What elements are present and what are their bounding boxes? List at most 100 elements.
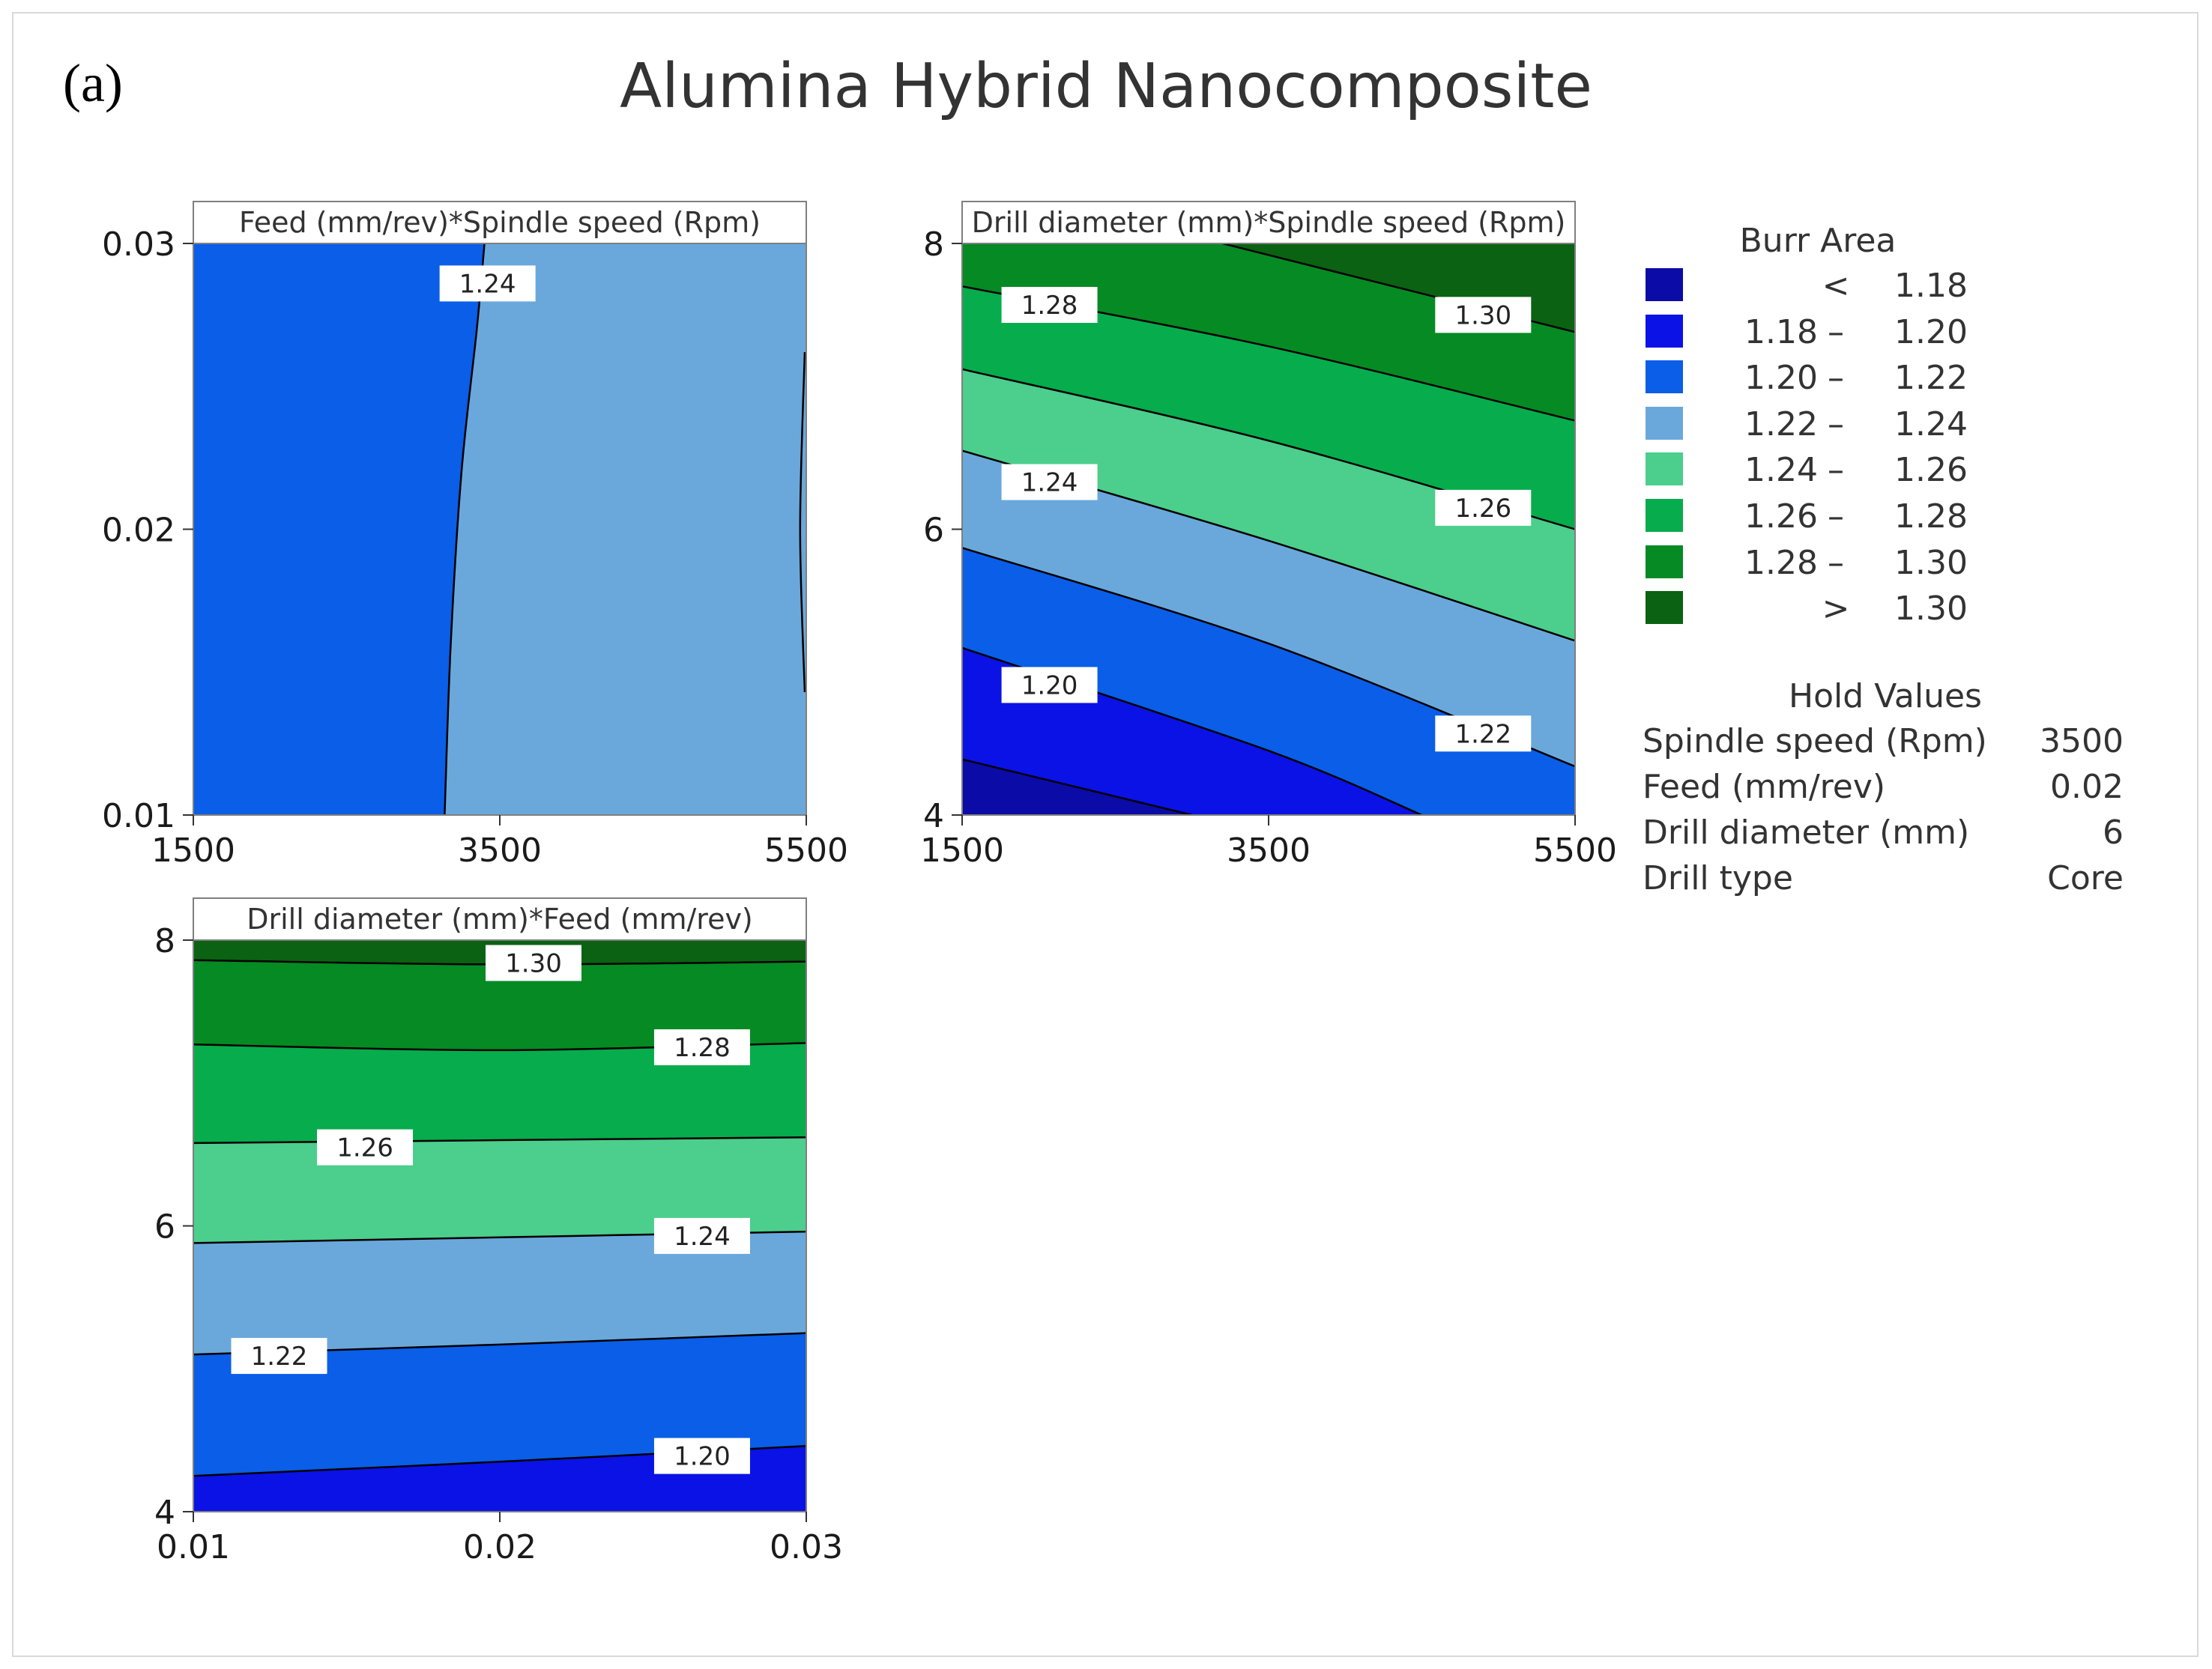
legend-high: 1.22 xyxy=(1894,359,1968,398)
contour-label-box xyxy=(1435,715,1532,752)
contour-label-box xyxy=(1001,464,1098,500)
legend-high: 1.28 xyxy=(1894,497,1968,536)
figure-frame xyxy=(12,12,2199,1657)
contour-line xyxy=(799,351,806,692)
contour-label: 1.26 xyxy=(336,1133,393,1163)
legend-low: 1.24 xyxy=(1744,451,1818,490)
contour-label-box xyxy=(653,1029,750,1066)
legend-operator: – xyxy=(1828,405,1844,443)
x-tick-label: 3500 xyxy=(1227,832,1311,870)
contour-label-box xyxy=(1001,287,1098,324)
x-tick-label: 0.03 xyxy=(770,1528,843,1566)
panel-letter: (a) xyxy=(63,53,123,113)
legend-item: 1.20– 1.22 xyxy=(1638,359,1998,398)
figure-title: Alumina Hybrid Nanocomposite xyxy=(620,51,1592,122)
y-tick-label: 4 xyxy=(923,797,944,835)
legend-item: 1.28– 1.30 xyxy=(1638,543,1998,582)
contour-label: 1.24 xyxy=(1021,468,1078,498)
contour-label: 1.20 xyxy=(1021,670,1078,700)
contour-label: 1.30 xyxy=(1454,300,1511,330)
x-tick-label: 1500 xyxy=(920,832,1004,870)
x-tick-label: 5500 xyxy=(1533,832,1617,870)
contour-label: 1.28 xyxy=(1021,291,1078,321)
legend-operator: – xyxy=(1828,497,1844,536)
hold-value-number: Core xyxy=(2047,859,2124,897)
legend-item: >1.30 xyxy=(1638,590,1998,628)
y-tick-label: 0.02 xyxy=(102,512,175,550)
legend-swatch xyxy=(1646,314,1683,348)
legend-high: 1.20 xyxy=(1894,312,1968,351)
legend-operator: – xyxy=(1828,359,1844,398)
x-tick-label: 0.02 xyxy=(463,1528,537,1566)
legend-high: 1.18 xyxy=(1894,267,1968,305)
panel-title: Drill diameter (mm)*Spindle speed (Rpm) xyxy=(972,206,1566,239)
legend-low: 1.20 xyxy=(1744,359,1818,398)
hold-value-number: 3500 xyxy=(2040,722,2124,760)
plot-area: 1.28 1.30 1.24 1.26 1.20 1.22 xyxy=(962,243,1575,815)
contour-band xyxy=(962,759,1192,815)
hold-value-row: Drill diameter (mm) 6 xyxy=(1643,814,2124,855)
contour-label: 1.30 xyxy=(505,949,562,979)
x-tick-label: 3500 xyxy=(458,832,542,870)
hold-value-name: Drill diameter (mm) xyxy=(1643,814,1970,852)
legend-title: Burr Area xyxy=(1739,222,1897,260)
legend-swatch xyxy=(1646,499,1683,532)
legend-swatch xyxy=(1646,452,1683,486)
hold-value-name: Spindle speed (Rpm) xyxy=(1643,722,1987,760)
contour-label-box xyxy=(653,1438,750,1474)
legend-swatch xyxy=(1646,591,1683,625)
legend-swatch xyxy=(1646,406,1683,440)
hold-value-name: Feed (mm/rev) xyxy=(1643,768,1886,806)
legend-low: 1.18 xyxy=(1744,312,1818,351)
contour-label: 1.22 xyxy=(251,1342,308,1372)
legend-item: 1.26– 1.28 xyxy=(1638,497,1998,536)
hold-value-row: Feed (mm/rev) 0.02 xyxy=(1643,768,2124,810)
y-tick-label: 6 xyxy=(154,1208,175,1247)
x-tick-label: 0.01 xyxy=(157,1528,230,1566)
hold-value-row: Spindle speed (Rpm) 3500 xyxy=(1643,722,2124,764)
panel-title-strip xyxy=(193,897,807,941)
y-tick-label: 0.03 xyxy=(102,225,175,264)
legend-item: <1.18 xyxy=(1638,267,1998,305)
contour-label: 1.24 xyxy=(459,269,516,299)
y-tick-label: 8 xyxy=(923,225,944,264)
legend-low: 1.22 xyxy=(1744,405,1818,443)
contour-label-box xyxy=(317,1129,414,1166)
legend-operator: > xyxy=(1822,590,1850,628)
contour-label: 1.22 xyxy=(1454,719,1511,749)
legend-swatch xyxy=(1646,268,1683,301)
hold-values-title: Hold Values xyxy=(1789,677,1982,715)
contour-label: 1.24 xyxy=(674,1222,731,1252)
hold-value-number: 6 xyxy=(2103,814,2124,852)
y-tick-label: 0.01 xyxy=(102,797,175,835)
legend-operator: < xyxy=(1822,267,1850,305)
contour-line xyxy=(193,1136,806,1145)
y-tick-label: 6 xyxy=(923,512,944,550)
legend-high: 1.24 xyxy=(1894,405,1968,443)
legend-high: 1.30 xyxy=(1894,590,1968,628)
contour-label: 1.20 xyxy=(674,1442,731,1472)
contour-label-box xyxy=(439,265,536,302)
legend-item: 1.24– 1.26 xyxy=(1638,451,1998,490)
legend-low: 1.26 xyxy=(1744,497,1818,536)
legend-high: 1.30 xyxy=(1894,543,1968,582)
panel-title: Feed (mm/rev)*Spindle speed (Rpm) xyxy=(239,206,761,239)
legend-operator: – xyxy=(1828,543,1844,582)
panel-title: Drill diameter (mm)*Feed (mm/rev) xyxy=(247,903,753,936)
contour-band xyxy=(193,1446,806,1512)
legend-operator: – xyxy=(1828,451,1844,490)
contour-label-box xyxy=(1435,489,1532,526)
panel-title-strip xyxy=(961,201,1576,244)
contour-label-box xyxy=(653,1217,750,1254)
panel-title-strip xyxy=(193,201,807,244)
x-tick-label: 1500 xyxy=(151,832,235,870)
hold-value-row: Drill type Core xyxy=(1643,859,2124,901)
contour-label: 1.28 xyxy=(674,1033,731,1063)
hold-value-number: 0.02 xyxy=(2050,768,2124,806)
legend-item: 1.18– 1.20 xyxy=(1638,313,1998,351)
legend-low: 1.28 xyxy=(1744,543,1818,582)
contour-label-box xyxy=(1435,297,1532,333)
plot-area: 1.30 1.28 1.26 1.24 1.22 1.20 xyxy=(193,940,806,1512)
contour-label: 1.26 xyxy=(1454,494,1511,524)
